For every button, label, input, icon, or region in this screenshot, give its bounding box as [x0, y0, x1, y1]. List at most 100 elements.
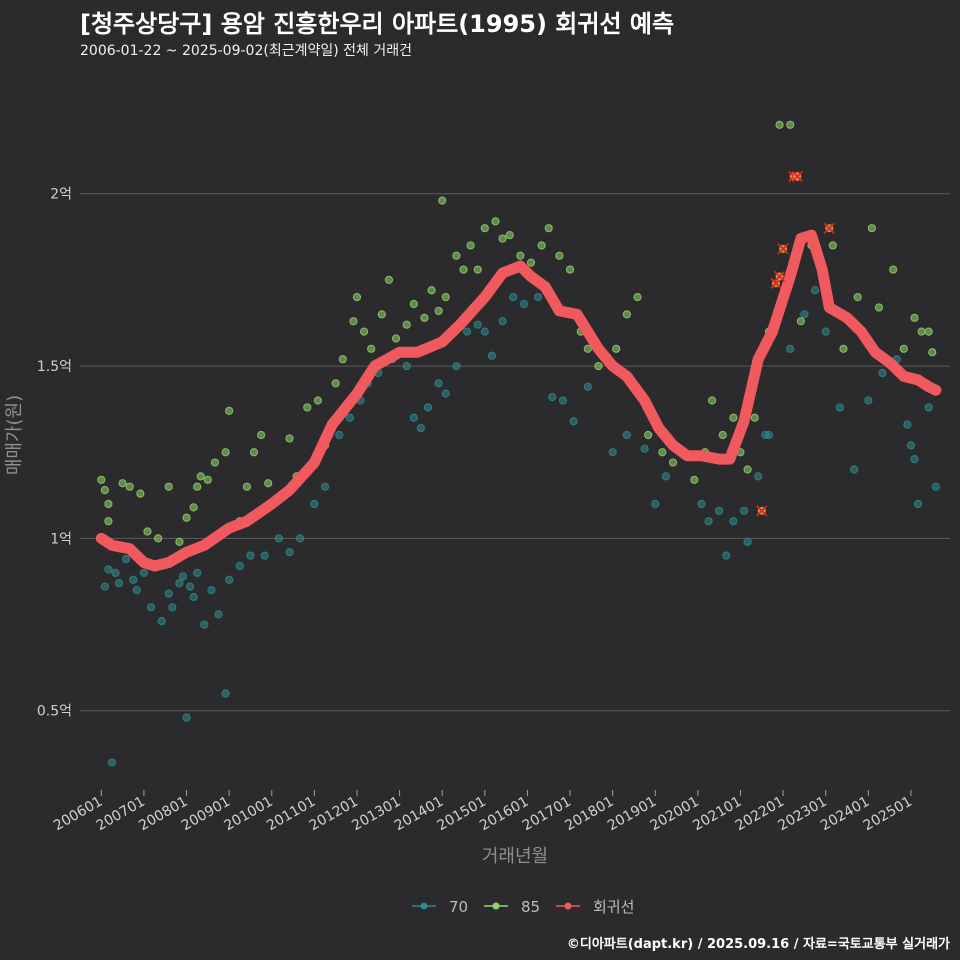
data-point-70: [800, 310, 809, 319]
data-point-85: [434, 306, 443, 316]
data-point-70: [697, 499, 706, 509]
data-point-70: [786, 344, 795, 353]
data-point-85: [125, 482, 134, 491]
data-point-70: [533, 293, 543, 302]
data-point-85: [193, 482, 202, 491]
data-point-70: [924, 403, 933, 412]
legend-swatch-dot: [420, 902, 428, 910]
data-point-70: [139, 568, 149, 577]
data-point-70: [164, 589, 173, 598]
data-point-85: [775, 120, 784, 129]
data-point-85: [874, 303, 884, 312]
data-point-85: [498, 234, 507, 243]
data-point-70: [114, 579, 124, 588]
data-point-85: [104, 499, 113, 509]
data-point-70: [274, 534, 283, 543]
data-point-70: [810, 286, 820, 295]
data-point-70: [452, 361, 461, 371]
data-point-85: [359, 327, 369, 336]
data-point-85: [242, 482, 251, 491]
chart-title: [청주상당구] 용암 진흥한우리 아파트(1995) 회귀선 예측: [80, 10, 675, 38]
data-point-70: [509, 293, 518, 302]
data-point-70: [122, 554, 131, 564]
data-point-85: [352, 293, 362, 302]
data-point-85: [537, 241, 546, 250]
data-point-70: [910, 455, 919, 464]
data-point-85: [729, 413, 738, 422]
outlier-cross: [756, 505, 768, 517]
data-point-85: [622, 310, 631, 319]
data-point-85: [118, 479, 127, 488]
x-axis-title: 거래년월: [482, 846, 548, 867]
data-point-85: [526, 258, 536, 267]
data-point-85: [612, 344, 621, 353]
data-point-85: [377, 310, 386, 319]
outlier-cross: [823, 222, 835, 234]
data-point-70: [260, 551, 269, 560]
data-point-85: [221, 448, 230, 457]
data-point-85: [175, 537, 184, 546]
data-point-85: [516, 251, 525, 260]
data-point-70: [704, 517, 713, 526]
data-point-85: [143, 527, 152, 536]
data-point-85: [196, 472, 205, 481]
data-point-70: [178, 572, 188, 581]
data-point-70: [416, 424, 425, 433]
chart-subtitle: 2006-01-22 ~ 2025-09-02(최근계약일) 전체 거래건: [80, 43, 412, 59]
data-point-70: [715, 506, 724, 515]
data-point-85: [441, 293, 450, 302]
data-point-70: [129, 575, 138, 584]
data-point-85: [338, 355, 347, 364]
y-axis-title: 매매가(원): [4, 395, 25, 475]
data-point-70: [903, 420, 912, 429]
data-point-70: [931, 482, 940, 491]
data-point-70: [185, 582, 195, 591]
data-point-85: [313, 396, 323, 405]
outlier-cross: [777, 243, 789, 255]
data-point-70: [200, 620, 209, 629]
data-point-85: [924, 327, 933, 336]
data-point-85: [409, 299, 418, 309]
data-point-70: [462, 327, 472, 336]
data-point-85: [853, 293, 862, 302]
data-point-70: [320, 482, 330, 491]
data-point-70: [569, 417, 578, 426]
data-point-70: [207, 585, 216, 595]
data-point-85: [210, 458, 220, 467]
data-point-70: [168, 603, 177, 612]
data-point-85: [189, 503, 198, 512]
legend-swatch-dot: [564, 902, 572, 910]
data-point-85: [100, 486, 109, 495]
data-point-70: [913, 499, 923, 509]
data-point-85: [544, 224, 553, 233]
data-point-70: [754, 472, 763, 481]
data-point-70: [878, 368, 887, 378]
outlier-cross: [773, 270, 786, 283]
legend-swatch-dot: [492, 902, 500, 910]
data-point-70: [661, 472, 671, 481]
data-point-70: [622, 430, 631, 440]
data-point-85: [264, 479, 273, 488]
data-point-85: [420, 313, 429, 322]
data-point-85: [633, 293, 642, 302]
data-point-70: [189, 592, 198, 602]
data-point-70: [498, 317, 507, 326]
data-point-70: [743, 537, 752, 546]
legend-label: 회귀선: [593, 898, 634, 916]
data-point-70: [583, 382, 592, 391]
y-tick-label: 1억: [50, 531, 72, 547]
data-point-85: [750, 413, 759, 422]
data-point-70: [640, 444, 649, 453]
data-point-85: [718, 430, 727, 440]
data-point-85: [257, 430, 266, 440]
data-point-70: [764, 430, 773, 440]
data-point-70: [335, 430, 344, 440]
data-point-70: [221, 689, 230, 698]
data-point-70: [132, 585, 141, 595]
data-point-70: [558, 396, 568, 405]
data-point-85: [928, 348, 937, 357]
data-point-85: [480, 224, 489, 233]
data-point-85: [452, 251, 461, 260]
y-tick-label: 1.5억: [37, 359, 72, 375]
